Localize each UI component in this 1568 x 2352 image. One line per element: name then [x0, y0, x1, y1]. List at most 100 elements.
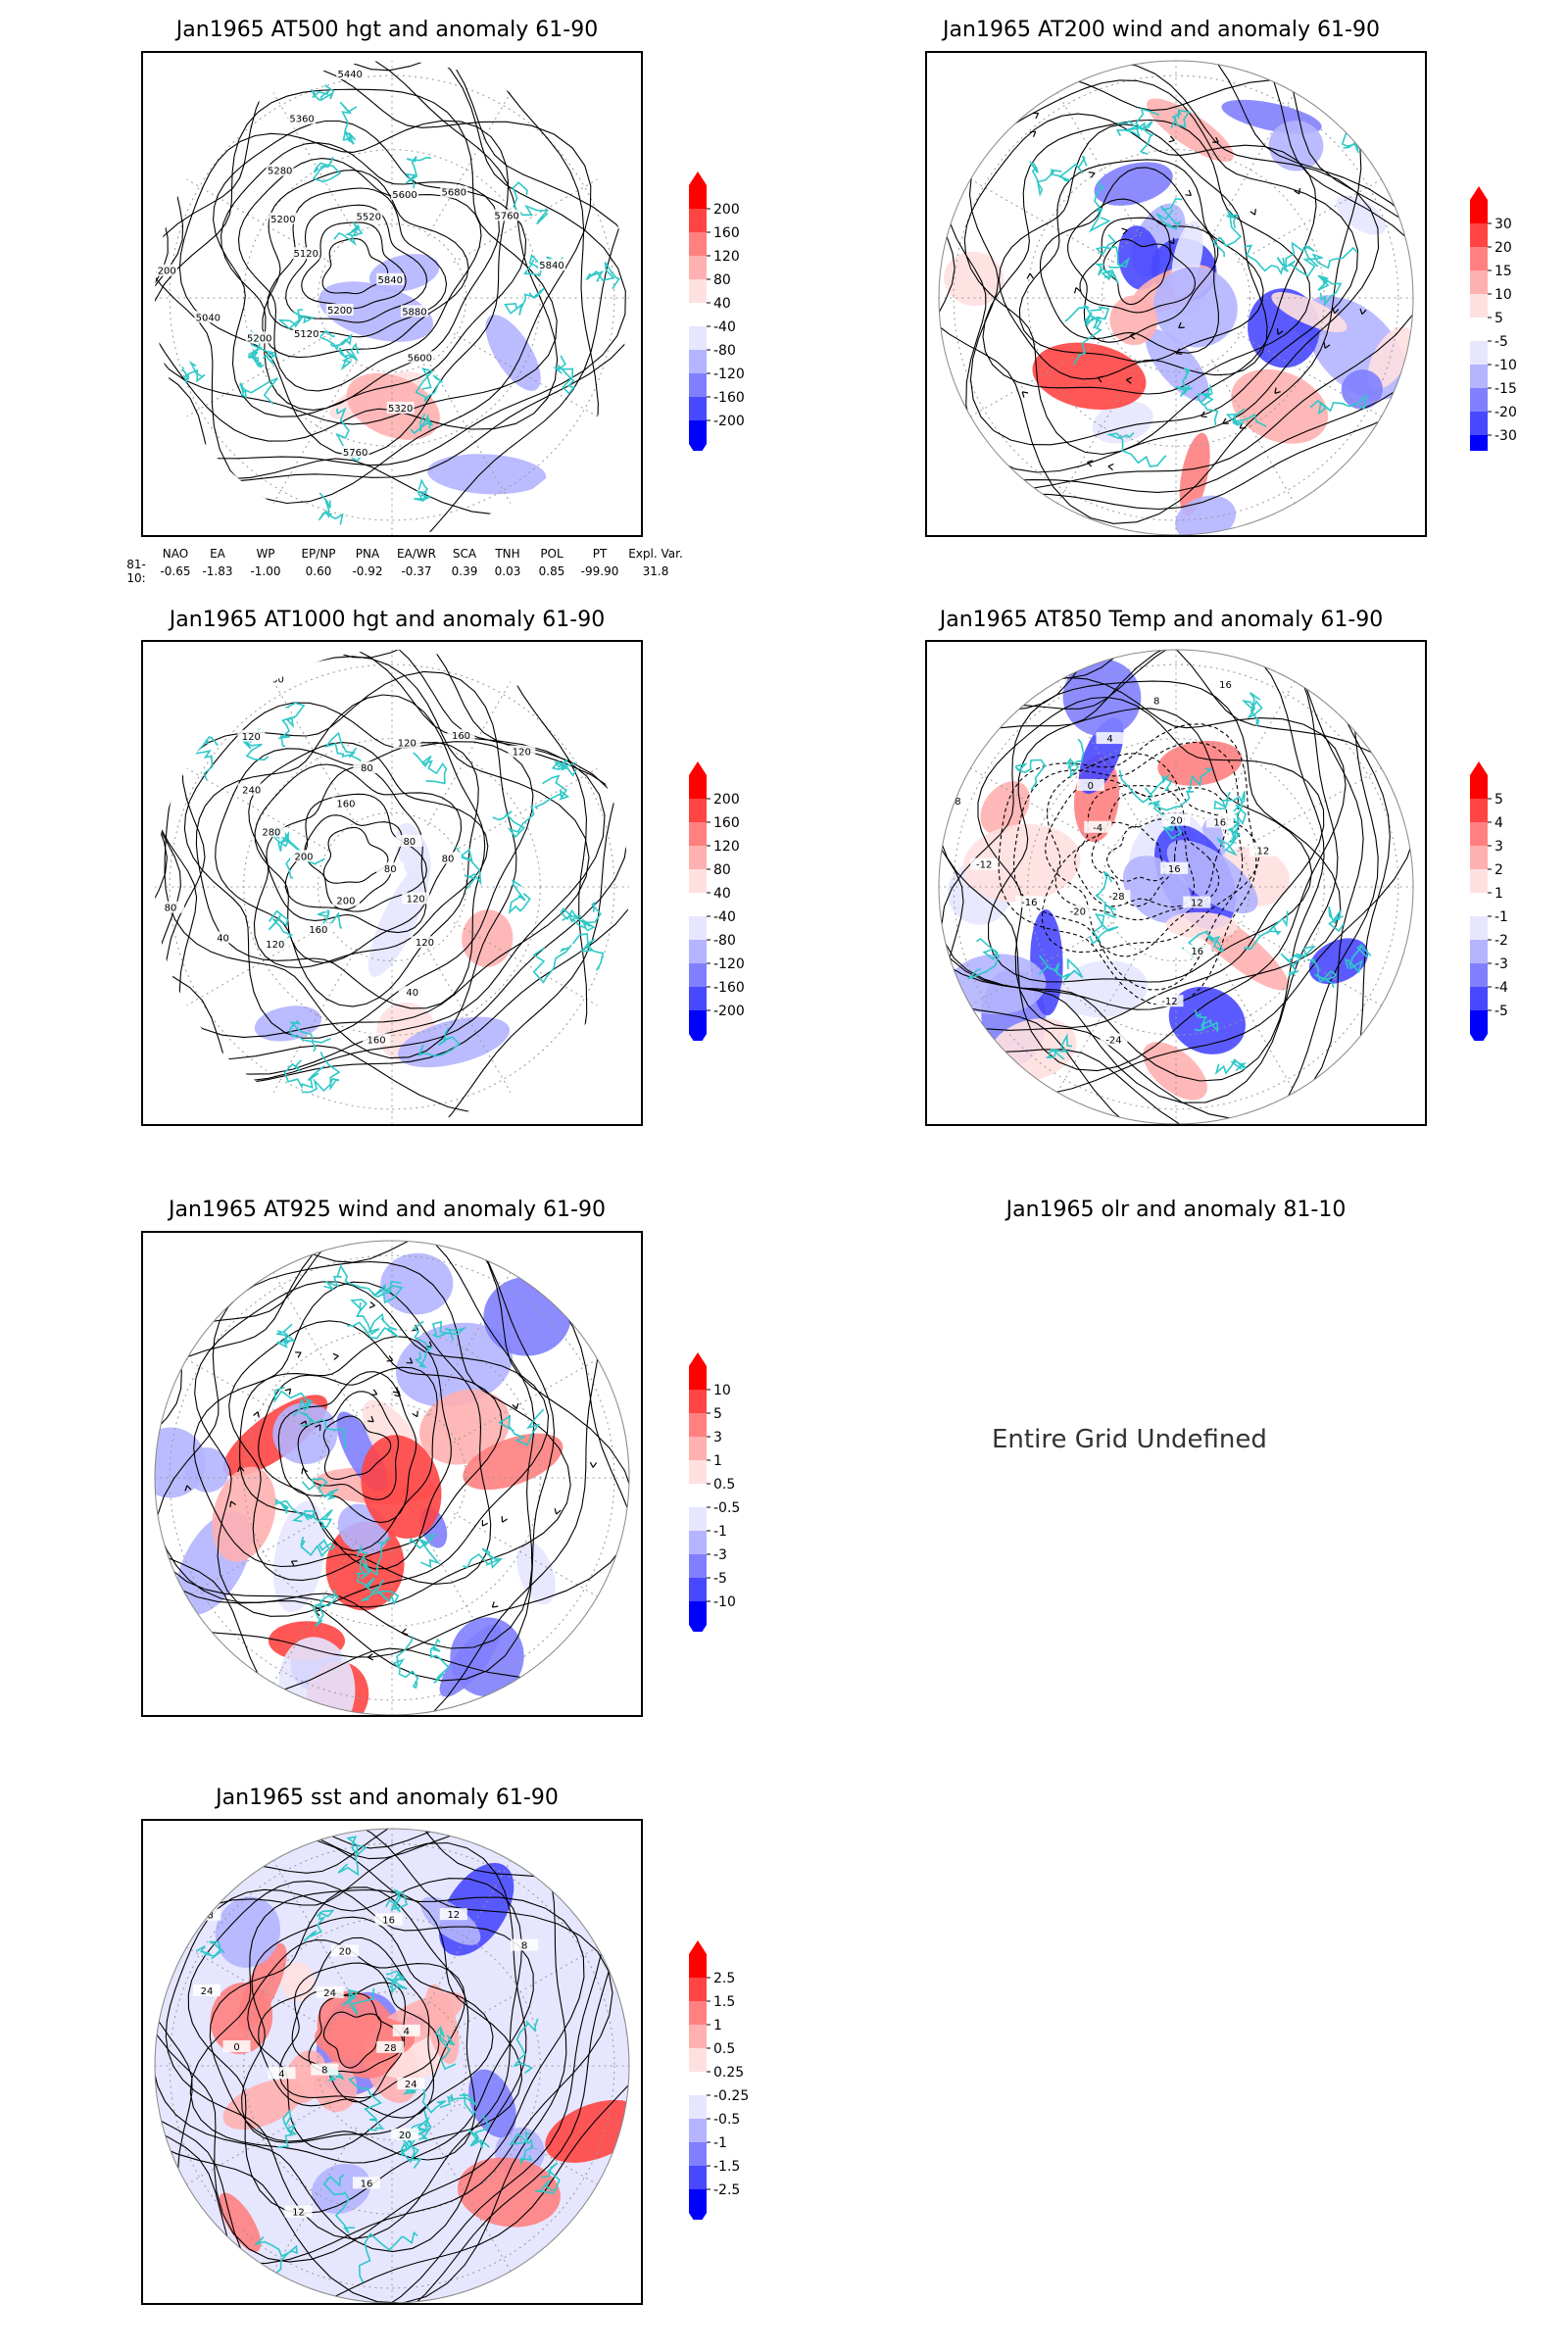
coastline: [350, 1298, 385, 1336]
contour-label: 40: [406, 988, 418, 999]
contour-label: 12: [1256, 847, 1269, 858]
colorbar-label: -4: [1494, 980, 1508, 996]
contour-line: [258, 1366, 438, 1551]
coastline: [392, 1636, 419, 1690]
anomaly-region: [212, 1466, 276, 1562]
streamline-arrow: [1178, 321, 1185, 329]
anomaly-region: [419, 1389, 511, 1465]
colorbar-top-arrow: [1470, 186, 1488, 200]
map-rim: [938, 649, 1414, 1124]
contour-label: 8: [521, 1941, 527, 1952]
colorbar-segment: [1470, 435, 1488, 451]
streamline-arrow: [301, 1467, 309, 1475]
anomaly-region: [463, 1433, 564, 1491]
meridian: [186, 921, 331, 1006]
colorbar-label: -80: [713, 343, 736, 359]
contour-label: 160: [336, 799, 355, 809]
colorbar-segment: [689, 1601, 707, 1625]
contour-label-bg: [1102, 890, 1131, 903]
contour-label-bg: [1249, 844, 1277, 857]
coastline: [1094, 263, 1119, 284]
contour-label: 160: [452, 731, 470, 742]
colorbar-label: 5: [1494, 311, 1503, 326]
colorbar-label: -40: [713, 909, 736, 925]
contour-label: 16: [382, 1916, 395, 1927]
colorbar-label: 120: [713, 249, 740, 265]
anomaly-region: [485, 315, 541, 391]
meridian: [453, 921, 598, 1006]
colorbar-segment: [689, 963, 707, 987]
contour-label: 200: [336, 896, 355, 906]
contour-line: [322, 1415, 392, 1480]
contour-label: 5600: [392, 190, 416, 201]
contour-label: 0: [1088, 781, 1094, 792]
anomaly-region: [215, 1896, 281, 1968]
coastline: [283, 1059, 325, 1090]
coastline: [513, 2018, 539, 2074]
coastline: [1095, 870, 1117, 919]
contour-line: [195, 694, 486, 1009]
meridian: [970, 178, 1115, 264]
meridian: [453, 767, 598, 853]
colorbar-segment: [1470, 987, 1488, 1010]
colorbar-label: 1: [713, 2018, 722, 2034]
contour-label: 80: [384, 864, 397, 875]
coastline: [463, 1547, 503, 1569]
colorbar-segment: [689, 232, 707, 256]
colorbar-segment: [689, 2119, 707, 2142]
contour-line: [164, 670, 517, 1059]
contour-label: 16: [1213, 817, 1226, 828]
colorbar-segment: [689, 1437, 707, 1460]
colorbar-segment: [689, 846, 707, 869]
panel-title-925: Jan1965 AT925 wind and anomaly 61-90: [169, 1198, 606, 1222]
contour-label: 8: [1153, 696, 1159, 707]
contour-label-bg: [406, 351, 434, 364]
coastline: [341, 1987, 374, 2016]
map-sst: 28 24 20 16 12 8 4 0 24 28 24 20 16 12 8 4: [141, 1819, 643, 2305]
coastline: [195, 1940, 225, 1960]
contour-label-bg: [1205, 815, 1234, 828]
streamline-arrow: [1121, 227, 1128, 235]
colorbar-segment: [1470, 893, 1488, 916]
contour-line: [944, 61, 1380, 473]
index-value: -1.00: [250, 564, 281, 578]
contour-line: [297, 1391, 399, 1500]
contour-label-bg: [402, 892, 430, 905]
colorbar-segment: [689, 185, 707, 209]
anomaly-region: [1271, 292, 1348, 333]
contour-label-bg: [391, 2128, 419, 2140]
streamline-arrow: [295, 1351, 302, 1358]
anomaly-region: [427, 454, 547, 495]
contour-label-bg: [1155, 995, 1184, 1007]
index-value: 0.39: [451, 564, 478, 578]
colorbar-label: 2: [1494, 862, 1503, 878]
colorbar-label: 160: [713, 225, 740, 241]
contour-line: [155, 650, 606, 1075]
index-name: EA/WR: [396, 547, 437, 561]
anomaly-region: [311, 2163, 371, 2215]
anomaly-region: [1165, 911, 1239, 940]
contour-label-bg: [391, 187, 419, 200]
coastline: [1153, 767, 1213, 811]
contour-label: -28: [1108, 892, 1124, 903]
colorbar-segment: [689, 1531, 707, 1554]
colorbar-label: -0.5: [713, 2112, 740, 2128]
latitude-circle: [953, 663, 1399, 1110]
panel-title-200: Jan1965 AT200 wind and anomaly 61-90: [943, 18, 1380, 42]
streamline-arrow: [370, 1389, 378, 1396]
contour-label-bg: [266, 164, 294, 176]
colorbar-segment: [689, 420, 707, 444]
colorbar-segment: [689, 1010, 707, 1034]
contour-line: [988, 708, 1313, 983]
meridian: [272, 359, 358, 504]
latitude-circle: [1101, 811, 1251, 962]
streamline-arrow: [554, 1508, 562, 1515]
contour-line: [321, 237, 389, 295]
contour-label-bg: [288, 112, 317, 124]
colorbar-label: 10: [713, 1383, 731, 1398]
contour-line: [155, 63, 592, 505]
colorbar-segment: [1470, 200, 1488, 223]
contour-label: 24: [405, 2080, 417, 2090]
contour-label-bg: [261, 937, 289, 950]
coastline: [356, 1544, 375, 1592]
